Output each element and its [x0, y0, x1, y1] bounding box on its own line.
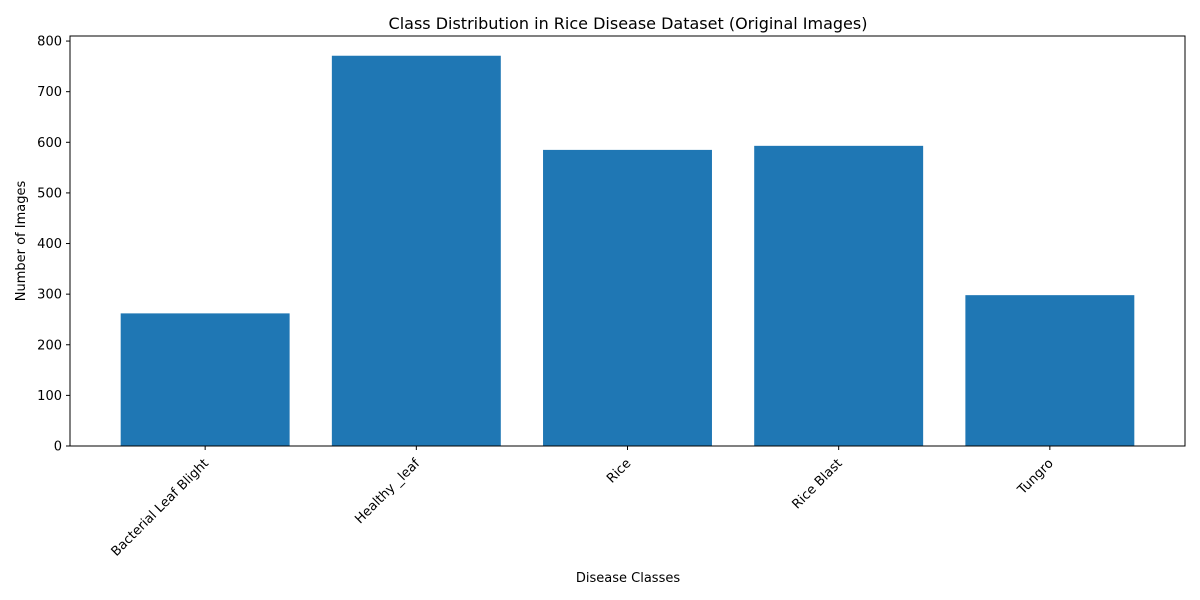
bar-bacterial-leaf-blight — [120, 313, 290, 446]
y-tick-label: 400 — [37, 237, 62, 252]
y-tick-label: 0 — [54, 440, 62, 455]
x-tick-label: Tungro — [1014, 456, 1056, 498]
x-tick-label: Bacterial Leaf Blight — [109, 456, 212, 559]
y-tick-label: 100 — [37, 389, 62, 404]
y-tick-label: 300 — [37, 288, 62, 303]
y-tick-label: 600 — [37, 136, 62, 151]
y-tick-label: 200 — [37, 338, 62, 353]
bar-tungro — [965, 295, 1135, 446]
x-tick-label: Rice Blast — [789, 456, 845, 512]
plot-area: 0 100 200 300 400 500 600 700 800 Bacterial Leaf … — [37, 35, 1186, 560]
x-axis-title: Disease Classes — [576, 571, 680, 586]
bar-rice — [543, 149, 712, 446]
axes-frame — [69, 35, 1186, 447]
x-tick-label: Healthy _leaf — [352, 456, 423, 527]
y-tick-label: 500 — [37, 186, 62, 201]
bar-healthy-leaf — [331, 55, 501, 446]
y-tick-label: 800 — [37, 35, 62, 50]
x-tick-label: Rice — [604, 456, 634, 486]
bar-rice-blast — [754, 145, 924, 446]
y-tick-label: 700 — [37, 85, 62, 100]
chart-title: Class Distribution in Rice Disease Datas… — [389, 14, 868, 33]
y-axis-title: Number of Images — [14, 181, 29, 302]
